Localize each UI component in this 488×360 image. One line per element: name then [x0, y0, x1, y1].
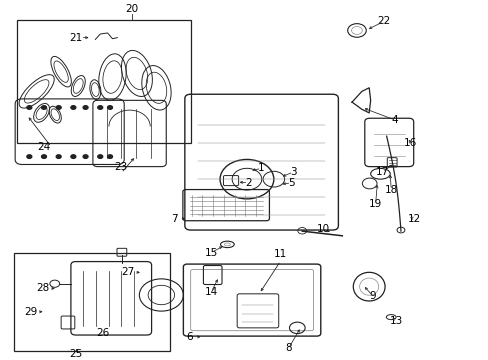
Circle shape — [98, 155, 102, 158]
Circle shape — [107, 106, 112, 109]
Text: 20: 20 — [125, 4, 138, 14]
Text: 19: 19 — [368, 199, 382, 209]
Text: 6: 6 — [186, 332, 193, 342]
Text: 12: 12 — [407, 213, 421, 224]
Circle shape — [27, 106, 32, 109]
Circle shape — [83, 155, 88, 158]
Text: 15: 15 — [204, 248, 218, 258]
Text: 8: 8 — [285, 343, 291, 353]
Text: 2: 2 — [244, 178, 251, 188]
Text: 24: 24 — [37, 142, 51, 152]
Text: 4: 4 — [391, 115, 398, 125]
Circle shape — [71, 155, 76, 158]
Text: 26: 26 — [96, 328, 109, 338]
Text: 21: 21 — [69, 33, 82, 42]
Text: 3: 3 — [289, 167, 296, 177]
Circle shape — [98, 106, 102, 109]
Circle shape — [56, 155, 61, 158]
Text: 14: 14 — [204, 287, 218, 297]
Circle shape — [56, 106, 61, 109]
Text: 23: 23 — [114, 162, 128, 172]
Text: 18: 18 — [384, 185, 397, 195]
Bar — [14, 253, 170, 351]
Text: 28: 28 — [36, 283, 50, 293]
Circle shape — [71, 106, 76, 109]
Text: 11: 11 — [273, 249, 287, 260]
Text: 25: 25 — [69, 349, 82, 359]
Circle shape — [41, 106, 46, 109]
Circle shape — [41, 155, 46, 158]
Text: 1: 1 — [258, 163, 264, 174]
Text: 16: 16 — [403, 138, 417, 148]
Bar — [17, 20, 190, 143]
Text: 29: 29 — [24, 307, 38, 317]
Circle shape — [27, 155, 32, 158]
Text: 22: 22 — [376, 17, 390, 27]
Circle shape — [107, 155, 112, 158]
Text: 7: 7 — [171, 213, 178, 224]
Text: 13: 13 — [388, 316, 402, 326]
Text: 27: 27 — [121, 267, 135, 277]
Circle shape — [83, 106, 88, 109]
Text: 10: 10 — [317, 224, 329, 234]
Text: 5: 5 — [287, 178, 294, 188]
Text: 17: 17 — [375, 167, 388, 177]
Text: 9: 9 — [368, 291, 375, 301]
